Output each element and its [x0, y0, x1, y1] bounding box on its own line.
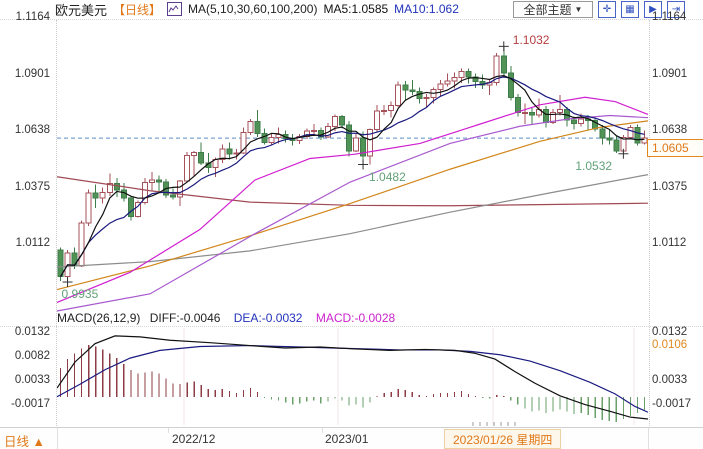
axis-label: 1.0901 — [14, 67, 50, 80]
highlighted-date-label: 2023/01/26 星期四 — [444, 429, 562, 449]
header-separator — [0, 19, 703, 20]
axis-label: 1.0638 — [14, 124, 50, 136]
all-themes-label: 全部主题 — [523, 3, 572, 17]
caret-down-icon: ▼ — [574, 5, 583, 14]
axis-label: 1.0638 — [652, 124, 688, 136]
all-themes-button[interactable]: 全部主题 ▼ — [513, 1, 593, 18]
annotation-label: 1.0532 — [575, 158, 613, 173]
macd-title: MACD(26,12,9) — [57, 311, 141, 325]
pan-icon[interactable]: ✛ — [598, 1, 616, 18]
right-axis-line — [649, 20, 650, 426]
macd-diff-value: DIFF:-0.0046 — [149, 311, 221, 325]
axis-label: 1.1164 — [652, 11, 687, 23]
jump-latest-icon[interactable]: ⇥ — [667, 1, 685, 18]
chart-header: 欧元美元 【日线】 MA(5,10,30,60,100,200) MA5:1.05… — [55, 1, 459, 18]
axis-label: 1.0901 — [652, 67, 688, 80]
axis-label: 0.0132 — [652, 326, 688, 338]
month-tick — [322, 428, 323, 433]
macd-dea-value: DEA:-0.0032 — [233, 311, 303, 325]
axis-label: 1.0375 — [14, 180, 50, 193]
annotation-label: 0.9935 — [61, 287, 99, 302]
annotation-label: 1.0482 — [369, 169, 406, 184]
axis-label: 0.0033 — [652, 373, 688, 386]
ma-settings-label: MA(5,10,30,60,100,200) — [188, 2, 318, 16]
macd-macd-value: MACD:-0.0028 — [315, 311, 396, 325]
period-selector[interactable]: 日线 ▲ — [4, 435, 45, 449]
period-tag: 【日线】 — [113, 2, 162, 17]
month-label-jan: 2023/01 — [325, 432, 369, 446]
axis-label: 1.0112 — [15, 237, 50, 249]
ma5-value: MA5:1.0585 — [323, 2, 389, 16]
ma-chart-icon — [167, 2, 183, 16]
month-tick — [168, 428, 169, 433]
axis-label: 1.1164 — [15, 11, 50, 23]
play-forward-icon[interactable]: ▶ — [644, 1, 662, 18]
axis-label: -0.0017 — [10, 398, 50, 410]
axis-label: 0.0033 — [14, 373, 50, 386]
date-axis-bar: 日线 ▲ 2022/12 2023/01 2023/01/26 星期四 — [0, 427, 703, 449]
month-label-dec: 2022/12 — [172, 432, 216, 446]
ma10-value: MA10:1.062 — [394, 2, 459, 16]
bar-separator — [57, 428, 58, 449]
axis-label: 0.0082 — [14, 350, 50, 363]
symbol-title: 欧元美元 — [55, 2, 108, 18]
axis-label: 1.0375 — [652, 180, 688, 193]
axis-label: 1.0112 — [652, 237, 687, 249]
last-price-badge: 1.0605 — [647, 139, 703, 157]
left-axis-line — [56, 20, 57, 426]
macd-header: MACD(26,12,9) DIFF:-0.0046 DEA:-0.0032 M… — [57, 311, 395, 325]
toolbar: ✛ ▦ ▶ ⇥ — [598, 1, 685, 18]
axis-label: 0.0132 — [14, 326, 50, 338]
axis-scale-icon[interactable]: ▦ — [621, 1, 639, 18]
bar-separator — [648, 428, 649, 449]
axis-label: -0.0017 — [652, 398, 692, 410]
axis-label: 0.0106 — [652, 338, 688, 351]
annotation-label: 1.1032 — [512, 33, 550, 48]
macd-panel-separator — [0, 326, 703, 327]
